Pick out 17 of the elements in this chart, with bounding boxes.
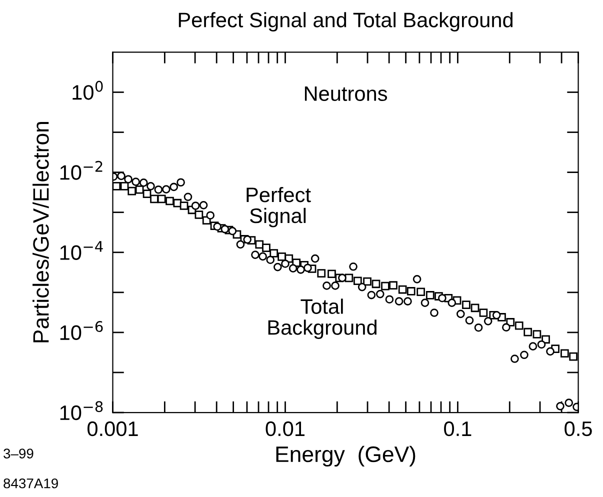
annotation: Perfect Signal <box>246 186 311 228</box>
x-tick-label: 0.01 <box>266 421 304 436</box>
y-tick-label: 10$^{−6}$ <box>60 321 103 340</box>
annotation: Total Background <box>268 298 376 339</box>
y-tick-label: 10$^{−4}$ <box>60 241 103 260</box>
x-tick-label: 0.1 <box>444 421 472 436</box>
x-tick-label: 0.001 <box>88 421 138 436</box>
y-tick-label: 10$^{−8}$ <box>60 401 103 420</box>
x-tick-label: 0.5 <box>564 421 592 436</box>
y-axis-title: Particles/GeV/Electron <box>32 122 49 342</box>
y-tick-label: 10$^{0}$ <box>72 80 103 100</box>
annotation: Neutrons <box>304 86 388 102</box>
y-tick-label: 10$^{−2}$ <box>60 160 102 180</box>
text: 3–99 <box>4 448 34 458</box>
text: 8437A19 <box>4 478 58 488</box>
chart-title: Perfect Signal and Total Background <box>178 12 513 32</box>
x-axis-title: Energy (GeV) <box>276 446 416 467</box>
